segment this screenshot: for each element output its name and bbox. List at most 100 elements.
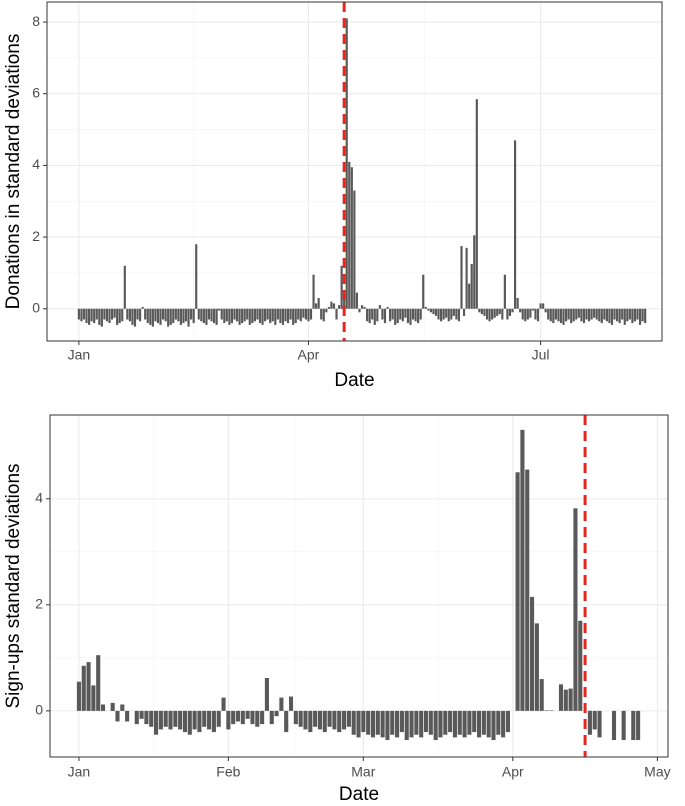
bar: [100, 308, 103, 327]
bar: [419, 308, 422, 320]
bar: [95, 308, 98, 320]
bar: [539, 679, 544, 711]
bar: [274, 710, 279, 717]
bar: [530, 596, 535, 711]
bar: [370, 710, 376, 738]
bar: [346, 710, 351, 727]
bar: [216, 710, 221, 727]
bar: [77, 308, 80, 320]
bar: [547, 308, 550, 320]
bar: [488, 308, 491, 322]
bar: [636, 710, 641, 741]
bar: [378, 305, 381, 309]
bar: [154, 308, 157, 322]
bar: [243, 308, 246, 322]
y-tick-label: 4: [35, 489, 43, 505]
bar: [610, 308, 614, 325]
bar: [342, 710, 347, 730]
y-tick-label: 0: [32, 299, 40, 315]
bar: [161, 308, 165, 320]
bar: [274, 308, 277, 325]
bar: [448, 710, 453, 733]
bar: [428, 710, 433, 735]
bar: [144, 308, 147, 320]
bar: [351, 710, 356, 735]
bar: [116, 308, 119, 325]
x-tick-label: May: [644, 764, 670, 780]
bar: [368, 308, 371, 324]
bar: [269, 308, 272, 324]
bar: [611, 710, 617, 741]
bar: [108, 308, 111, 324]
x-axis-title: Date: [339, 784, 379, 805]
bar: [260, 710, 265, 725]
bar: [388, 308, 392, 322]
bar: [228, 308, 231, 325]
bar: [496, 308, 499, 316]
bar: [616, 308, 619, 322]
bar: [220, 308, 223, 320]
bar: [472, 710, 477, 733]
bar: [250, 710, 255, 725]
bar: [241, 308, 244, 324]
bar: [380, 710, 385, 738]
bar: [506, 308, 509, 320]
bar: [529, 308, 532, 318]
bar: [240, 710, 245, 725]
bar: [434, 308, 438, 316]
bar: [554, 308, 557, 320]
bar: [149, 308, 152, 325]
bar: [483, 308, 486, 316]
bar: [98, 308, 101, 325]
bar: [248, 308, 251, 325]
bar: [292, 308, 295, 325]
bar: [207, 710, 212, 730]
bar: [465, 247, 468, 309]
bar: [299, 308, 302, 322]
bar: [335, 308, 338, 320]
bar: [371, 308, 374, 320]
bar: [163, 710, 168, 727]
bar: [422, 274, 425, 309]
bar: [390, 710, 395, 735]
plot-border: [49, 414, 669, 758]
bar: [521, 308, 524, 320]
x-tick-label: Jan: [68, 347, 91, 363]
bar: [271, 308, 274, 322]
bar: [432, 308, 435, 315]
bar: [154, 710, 159, 735]
bar: [105, 308, 109, 322]
y-tick-label: 2: [32, 228, 40, 244]
bar: [355, 292, 359, 309]
bar: [585, 308, 588, 320]
bar: [110, 308, 114, 320]
bar: [187, 308, 190, 327]
bar: [246, 308, 249, 320]
bar: [81, 665, 86, 711]
bar: [353, 190, 356, 309]
bar: [414, 710, 419, 735]
bar: [320, 308, 323, 320]
bar: [524, 308, 527, 322]
bar: [531, 308, 535, 311]
bar: [438, 710, 443, 738]
bar: [544, 710, 549, 711]
bar: [76, 681, 81, 711]
bar: [202, 308, 205, 324]
bar: [337, 710, 342, 733]
bar: [332, 710, 337, 730]
bar: [587, 710, 592, 735]
bar: [395, 710, 400, 738]
bar: [544, 308, 547, 313]
bar: [96, 655, 101, 711]
bar: [293, 710, 298, 725]
bar: [636, 308, 639, 320]
bar: [590, 308, 593, 320]
bar: [373, 308, 376, 325]
bar: [276, 308, 279, 320]
bar: [542, 303, 545, 309]
bar: [404, 308, 407, 318]
bar: [284, 308, 287, 322]
bar: [476, 710, 482, 738]
y-tick-label: 0: [35, 702, 43, 718]
